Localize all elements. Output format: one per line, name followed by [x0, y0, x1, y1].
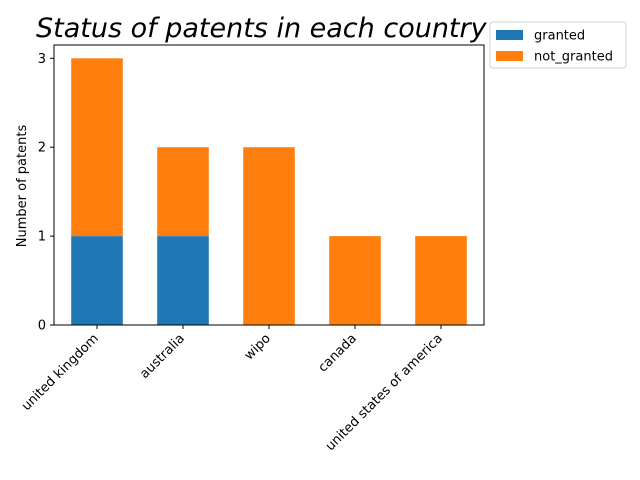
legend-label-granted: granted — [534, 29, 585, 44]
bar-not_granted-0 — [71, 58, 123, 236]
bar-not_granted-2 — [243, 147, 295, 325]
y-axis-title: Number of patents — [15, 125, 30, 248]
bar-not_granted-4 — [415, 236, 467, 325]
bar-granted-0 — [71, 236, 123, 325]
chart-title: Status of patents in each country — [36, 13, 488, 44]
legend-label-not_granted: not_granted — [534, 50, 613, 65]
x-tick-label-3: canada — [316, 331, 360, 375]
y-tick-label-3: 3 — [38, 52, 46, 67]
y-tick-label-0: 0 — [38, 319, 46, 334]
y-tick-label-1: 1 — [38, 230, 46, 245]
legend-swatch-granted — [496, 30, 523, 40]
legend: granted not_granted — [490, 22, 626, 68]
x-tick-label-1: australia — [137, 331, 188, 382]
legend-swatch-not_granted — [496, 51, 523, 61]
bar-not_granted-3 — [329, 236, 381, 325]
bar-not_granted-1 — [157, 147, 209, 236]
x-tick-label-2: wipo — [242, 331, 274, 363]
bar-granted-1 — [157, 236, 209, 325]
plot-area: 0123united kingdomaustraliawipocanadauni… — [19, 45, 484, 454]
y-tick-label-2: 2 — [38, 141, 46, 156]
x-tick-label-0: united kingdom — [19, 331, 102, 414]
